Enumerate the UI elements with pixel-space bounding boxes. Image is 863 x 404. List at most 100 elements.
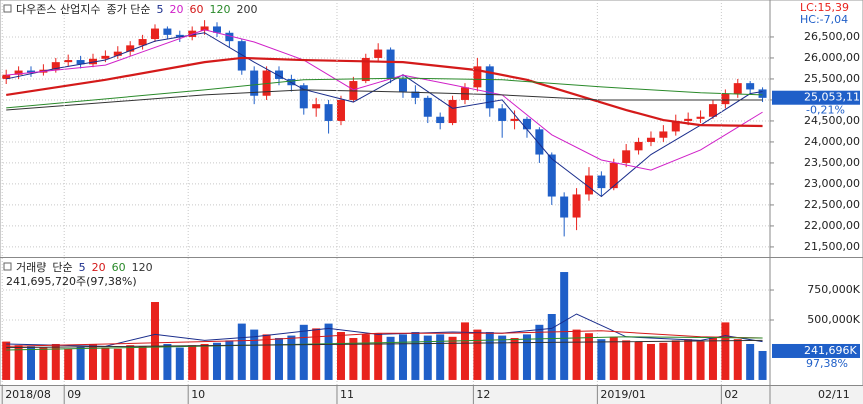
candle-body: [510, 118, 519, 121]
candle-body: [225, 32, 234, 42]
legend-entry: 5: [156, 3, 163, 16]
candle-body: [386, 49, 395, 79]
volume-bar: [14, 345, 23, 380]
volume-bar: [398, 334, 407, 380]
legend-ma-label: 종가 단순: [106, 3, 150, 16]
volume-bar: [659, 342, 668, 380]
volume-bar: [287, 335, 296, 380]
candle-body: [138, 39, 147, 46]
legend-entry: 20: [92, 261, 106, 274]
legend-title: 거래량: [16, 261, 46, 274]
volume-bar: [113, 348, 122, 380]
candle-body: [14, 70, 23, 75]
volume-bar: [361, 334, 370, 380]
candle-body: [684, 118, 693, 121]
candle-body: [163, 28, 172, 35]
candle-body: [547, 154, 556, 197]
candle-body: [448, 99, 457, 124]
volume-bar: [436, 334, 445, 380]
volume-bar: [76, 346, 85, 380]
volume-bar: [646, 343, 655, 380]
candle-body: [485, 66, 494, 109]
legend-ma-label: 단순: [52, 261, 72, 274]
volume-bar: [485, 331, 494, 380]
candle-body: [299, 85, 308, 109]
volume-bar: [349, 337, 358, 380]
volume-bar: [2, 341, 11, 380]
candle-body: [212, 26, 221, 33]
legend-entry: 200: [236, 3, 257, 16]
last-value-box: [772, 90, 860, 105]
candle-body: [411, 91, 420, 98]
candle-body: [584, 175, 593, 195]
volume-bar: [324, 323, 333, 380]
last-value-change: 97,38%: [806, 357, 848, 370]
candle-body: [374, 49, 383, 58]
x-tick-label: 2019/01: [600, 388, 646, 401]
volume-bar: [39, 347, 48, 380]
volume-bar: [411, 331, 420, 380]
ma-line: [6, 89, 763, 111]
candle-body: [696, 116, 705, 119]
volume-bar: [448, 336, 457, 380]
candle-body: [733, 83, 742, 94]
ma-line: [6, 339, 763, 349]
candle-body: [200, 26, 209, 31]
candle-body: [498, 108, 507, 121]
candle-body: [560, 196, 569, 218]
legend-entry: 60: [112, 261, 126, 274]
candle-body: [721, 93, 730, 105]
last-value-change: -0,21%: [806, 104, 845, 117]
volume-bar: [708, 337, 717, 380]
y-tick-label: 24,500,00: [804, 114, 860, 127]
candle-body: [758, 89, 767, 98]
volume-bar: [622, 340, 631, 380]
volume-bar: [26, 346, 35, 380]
volume-bar: [64, 348, 73, 380]
candle-body: [250, 70, 259, 96]
last-value-label: 241,696K: [804, 344, 857, 357]
y-tick-label: 22,000,00: [804, 219, 860, 232]
candle-body: [312, 104, 321, 109]
volume-bar: [498, 335, 507, 380]
volume-bar: [312, 328, 321, 380]
volume-bar: [721, 322, 730, 380]
candle-body: [473, 66, 482, 88]
y-tick-label: 26,500,00: [804, 30, 860, 43]
ma-line: [6, 56, 763, 128]
volume-bar: [374, 333, 383, 380]
candle-body: [646, 137, 655, 142]
candle-body: [2, 74, 11, 79]
volume-bar: [88, 343, 97, 380]
volume-bar: [138, 346, 147, 380]
volume-bar: [175, 347, 184, 380]
volume-bar: [746, 343, 755, 380]
ma-line: [6, 330, 763, 347]
x-axis-strip: [0, 385, 863, 404]
lc-label: LC:15,39: [800, 1, 849, 14]
volume-bar: [250, 329, 259, 380]
y-tick-label: 22,500,00: [804, 198, 860, 211]
candle-body: [361, 57, 370, 82]
volume-bar: [188, 345, 197, 380]
volume-bar: [510, 337, 519, 380]
volume-bar: [584, 333, 593, 380]
candle-body: [535, 129, 544, 155]
x-tick-label: 12: [476, 388, 490, 401]
last-value-box: [772, 343, 860, 358]
y-tick-label: 26,000,00: [804, 51, 860, 64]
ma-line: [6, 29, 763, 171]
volume-bar: [299, 324, 308, 380]
x-tick-label: 11: [340, 388, 354, 401]
volume-summary: 241,695,720주(97,38%): [6, 275, 137, 288]
x-tick-label: 2018/08: [5, 388, 51, 401]
candle-body: [150, 28, 159, 40]
volume-bar: [547, 314, 556, 380]
volume-bar: [696, 341, 705, 380]
legend-entry: 60: [189, 3, 203, 16]
legend-entry: 120: [132, 261, 153, 274]
ma-line: [6, 77, 763, 109]
y-tick-label: 21,500,00: [804, 240, 860, 253]
volume-bar: [634, 341, 643, 380]
